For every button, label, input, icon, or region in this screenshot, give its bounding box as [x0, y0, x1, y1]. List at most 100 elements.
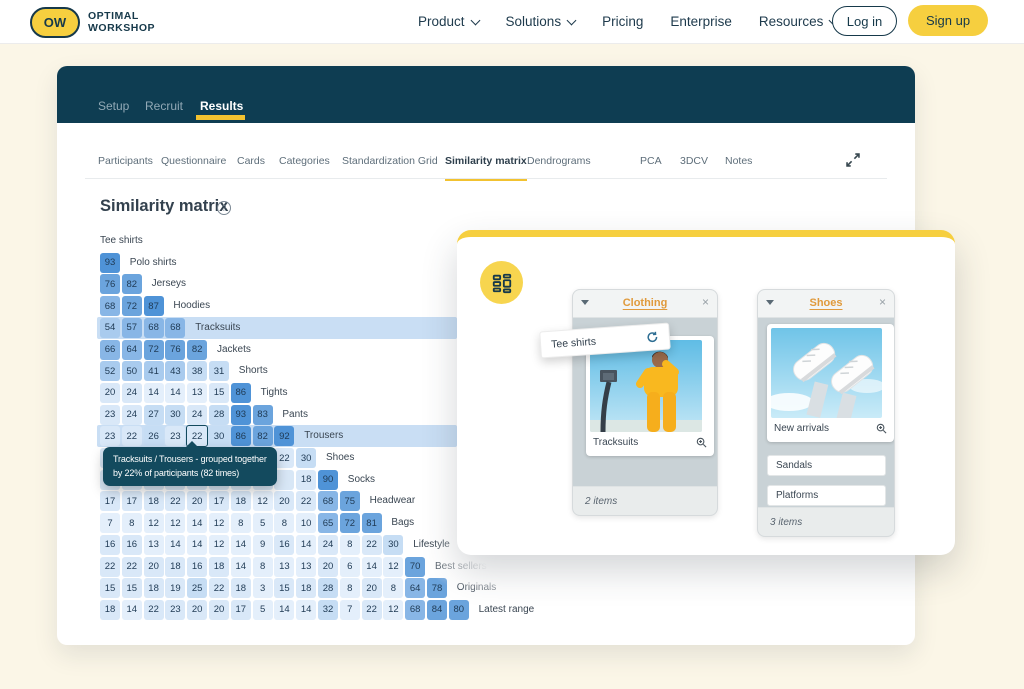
signup-button[interactable]: Sign up — [908, 5, 988, 36]
matrix-cell[interactable]: 64 — [121, 339, 142, 360]
matrix-cell[interactable]: 15 — [274, 578, 295, 599]
matrix-cell[interactable]: 8 — [252, 556, 273, 577]
matrix-cell[interactable]: 18 — [296, 578, 317, 599]
subtab-similarity-matrix[interactable]: Similarity matrix — [445, 155, 527, 181]
matrix-cell[interactable]: 32 — [318, 599, 338, 620]
matrix-cell[interactable]: 14 — [296, 599, 317, 620]
matrix-cell[interactable]: 19 — [165, 578, 186, 599]
matrix-cell[interactable]: 16 — [100, 534, 120, 555]
matrix-cell[interactable]: 12 — [165, 513, 186, 534]
subtab-3dcv[interactable]: 3DCV — [680, 155, 709, 167]
matrix-cell[interactable]: 70 — [405, 556, 426, 577]
matrix-cell[interactable]: 18 — [100, 599, 120, 620]
zoom-icon[interactable] — [876, 423, 887, 434]
tab-results[interactable]: Results — [200, 99, 244, 113]
matrix-cell[interactable]: 8 — [339, 534, 360, 555]
matrix-cell[interactable]: 68 — [405, 599, 426, 620]
tab-setup[interactable]: Setup — [98, 99, 130, 113]
matrix-cell[interactable]: 57 — [121, 317, 142, 338]
matrix-cell[interactable]: 15 — [121, 578, 142, 599]
matrix-cell[interactable]: 12 — [252, 491, 273, 512]
matrix-cell[interactable]: 18 — [143, 491, 164, 512]
matrix-cell[interactable]: 24 — [121, 382, 142, 403]
matrix-cell[interactable]: 12 — [209, 534, 229, 555]
matrix-cell[interactable]: 43 — [165, 361, 186, 382]
matrix-cell[interactable]: 68 — [100, 296, 120, 317]
matrix-cell[interactable]: 93 — [230, 404, 251, 425]
site-logo[interactable]: OW OPTIMAL WORKSHOP — [30, 7, 155, 38]
matrix-cell[interactable]: 50 — [121, 361, 142, 382]
matrix-cell[interactable]: 22 — [121, 426, 142, 447]
matrix-cell[interactable]: 52 — [100, 361, 120, 382]
matrix-cell[interactable]: 30 — [383, 534, 404, 555]
matrix-cell[interactable]: 14 — [274, 599, 295, 620]
matrix-cell[interactable]: 22 — [296, 491, 317, 512]
matrix-cell[interactable]: 22 — [274, 448, 295, 468]
matrix-cell[interactable]: 5 — [252, 513, 273, 534]
matrix-cell[interactable]: 22 — [121, 556, 142, 577]
matrix-cell[interactable]: 54 — [100, 317, 120, 338]
matrix-cell[interactable]: 38 — [187, 361, 208, 382]
subtab-participants[interactable]: Participants — [98, 155, 153, 167]
matrix-cell[interactable]: 92 — [274, 426, 295, 447]
subtab-notes[interactable]: Notes — [725, 155, 753, 167]
nav-item-enterprise[interactable]: Enterprise — [670, 14, 732, 29]
matrix-cell[interactable]: 82 — [121, 274, 142, 295]
nav-item-product[interactable]: Product — [418, 14, 480, 29]
help-icon[interactable]: ? — [217, 201, 231, 215]
matrix-cell[interactable]: 16 — [187, 556, 208, 577]
matrix-cell[interactable]: 14 — [230, 534, 251, 555]
matrix-cell[interactable]: 75 — [339, 491, 360, 512]
collapse-caret-icon[interactable] — [766, 300, 774, 305]
matrix-cell[interactable]: 12 — [383, 599, 404, 620]
matrix-cell[interactable]: 20 — [209, 599, 229, 620]
matrix-cell[interactable]: 15 — [100, 578, 120, 599]
matrix-cell[interactable]: 68 — [165, 317, 186, 338]
matrix-cell[interactable]: 20 — [274, 491, 295, 512]
matrix-cell[interactable]: 3 — [252, 578, 273, 599]
matrix-cell[interactable]: 17 — [230, 599, 251, 620]
nav-item-pricing[interactable]: Pricing — [602, 14, 643, 29]
matrix-cell[interactable]: 26 — [143, 426, 164, 447]
matrix-cell[interactable]: 78 — [427, 578, 447, 599]
matrix-cell[interactable]: 31 — [209, 361, 229, 382]
matrix-cell[interactable]: 22 — [143, 599, 164, 620]
subtab-categories[interactable]: Categories — [279, 155, 330, 167]
matrix-cell[interactable]: 76 — [165, 339, 186, 360]
matrix-cell[interactable]: 68 — [143, 317, 164, 338]
matrix-cell[interactable]: 24 — [318, 534, 338, 555]
card-sandals[interactable]: Sandals — [767, 455, 886, 476]
fullscreen-expand-icon[interactable] — [845, 152, 863, 170]
matrix-cell[interactable]: 15 — [209, 382, 229, 403]
matrix-cell[interactable]: 20 — [100, 382, 120, 403]
nav-item-resources[interactable]: Resources — [759, 14, 839, 29]
matrix-cell[interactable]: 6 — [339, 556, 360, 577]
matrix-cell[interactable]: 18 — [209, 556, 229, 577]
matrix-cell[interactable]: 25 — [187, 578, 208, 599]
matrix-cell[interactable]: 22 — [165, 491, 186, 512]
matrix-cell[interactable]: 82 — [187, 339, 208, 360]
subtab-standardization-grid[interactable]: Standardization Grid — [342, 155, 438, 167]
matrix-cell[interactable]: 87 — [143, 296, 164, 317]
matrix-cell[interactable]: 14 — [230, 556, 251, 577]
matrix-cell[interactable]: 72 — [339, 513, 360, 534]
matrix-cell[interactable]: 76 — [100, 274, 120, 295]
matrix-cell[interactable]: 14 — [165, 534, 186, 555]
matrix-cell[interactable]: 20 — [187, 491, 208, 512]
matrix-cell[interactable]: 8 — [230, 513, 251, 534]
matrix-cell[interactable]: 30 — [165, 404, 186, 425]
matrix-cell[interactable]: 68 — [318, 491, 338, 512]
collapse-caret-icon[interactable] — [581, 300, 589, 305]
matrix-cell[interactable]: 24 — [187, 404, 208, 425]
matrix-cell[interactable]: 22 — [209, 578, 229, 599]
matrix-cell[interactable]: 8 — [339, 578, 360, 599]
matrix-cell[interactable]: 83 — [252, 404, 273, 425]
matrix-cell[interactable]: 18 — [165, 556, 186, 577]
matrix-cell[interactable]: 18 — [296, 469, 317, 490]
matrix-cell[interactable]: 9 — [252, 534, 273, 555]
matrix-cell[interactable]: 8 — [383, 578, 404, 599]
matrix-cell[interactable]: 12 — [383, 556, 404, 577]
matrix-cell[interactable]: 22 — [361, 534, 382, 555]
matrix-cell[interactable]: 82 — [252, 426, 273, 447]
matrix-cell[interactable]: 13 — [187, 382, 208, 403]
